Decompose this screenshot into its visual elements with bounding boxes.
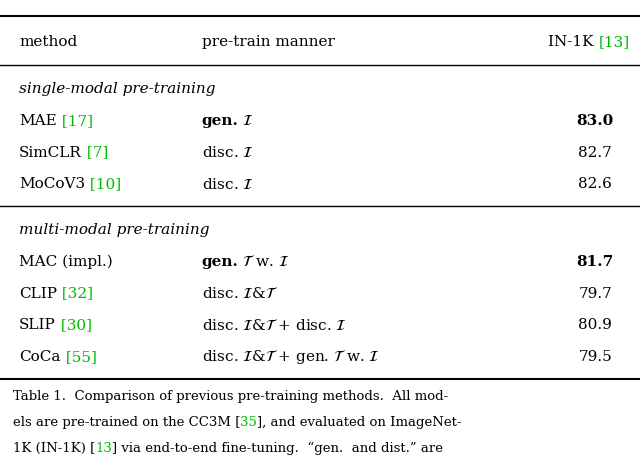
Text: disc. $\mathcal{I}$&$\mathcal{T}$: disc. $\mathcal{I}$&$\mathcal{T}$ [202,286,278,301]
Text: SimCLR: SimCLR [19,146,82,160]
Text: method: method [19,35,77,49]
Text: Table 1.  Comparison of previous pre-training methods.  All mod-: Table 1. Comparison of previous pre-trai… [13,390,448,403]
Text: $\mathcal{T}$ w. $\mathcal{I}$: $\mathcal{T}$ w. $\mathcal{I}$ [239,254,290,269]
Text: 81.7: 81.7 [577,254,614,269]
Text: 83.0: 83.0 [577,114,614,128]
Text: 80.9: 80.9 [579,318,612,332]
Text: disc. $\mathcal{I}$: disc. $\mathcal{I}$ [202,145,253,160]
Text: [7]: [7] [82,146,108,160]
Text: CLIP: CLIP [19,286,57,301]
Text: [30]: [30] [56,318,92,332]
Text: ], and evaluated on ImageNet-: ], and evaluated on ImageNet- [257,416,461,429]
Text: 13: 13 [95,442,112,455]
Text: [17]: [17] [57,114,93,128]
Text: gen.: gen. [202,114,239,128]
Text: disc. $\mathcal{I}$&$\mathcal{T}$ + disc. $\mathcal{I}$: disc. $\mathcal{I}$&$\mathcal{T}$ + disc… [202,318,347,333]
Text: pre-train manner: pre-train manner [202,35,335,49]
Text: [13]: [13] [598,35,630,49]
Text: 79.7: 79.7 [579,286,612,301]
Text: [55]: [55] [61,350,97,364]
Text: CoCa: CoCa [19,350,61,364]
Text: MoCoV3: MoCoV3 [19,177,85,191]
Text: SLIP: SLIP [19,318,56,332]
Text: disc. $\mathcal{I}$&$\mathcal{T}$ + gen. $\mathcal{T}$ w. $\mathcal{I}$: disc. $\mathcal{I}$&$\mathcal{T}$ + gen.… [202,348,380,366]
Text: $\mathcal{I}$: $\mathcal{I}$ [239,114,254,128]
Text: 35: 35 [240,416,257,429]
Text: disc. $\mathcal{I}$: disc. $\mathcal{I}$ [202,177,253,192]
Text: multi-modal pre-training: multi-modal pre-training [19,223,210,237]
Text: ] via end-to-end fine-tuning.  “gen.  and dist.” are: ] via end-to-end fine-tuning. “gen. and … [112,442,443,455]
Text: MAE: MAE [19,114,57,128]
Text: IN-1K: IN-1K [548,35,598,49]
Text: 82.6: 82.6 [579,177,612,191]
Text: [32]: [32] [57,286,93,301]
Text: els are pre-trained on the CC3M [: els are pre-trained on the CC3M [ [13,416,240,429]
Text: 82.7: 82.7 [579,146,612,160]
Text: 1K (IN-1K) [: 1K (IN-1K) [ [13,442,95,455]
Text: single-modal pre-training: single-modal pre-training [19,82,216,96]
Text: MAC (impl.): MAC (impl.) [19,254,113,269]
Text: [10]: [10] [85,177,122,191]
Text: gen.: gen. [202,254,239,269]
Text: 79.5: 79.5 [579,350,612,364]
